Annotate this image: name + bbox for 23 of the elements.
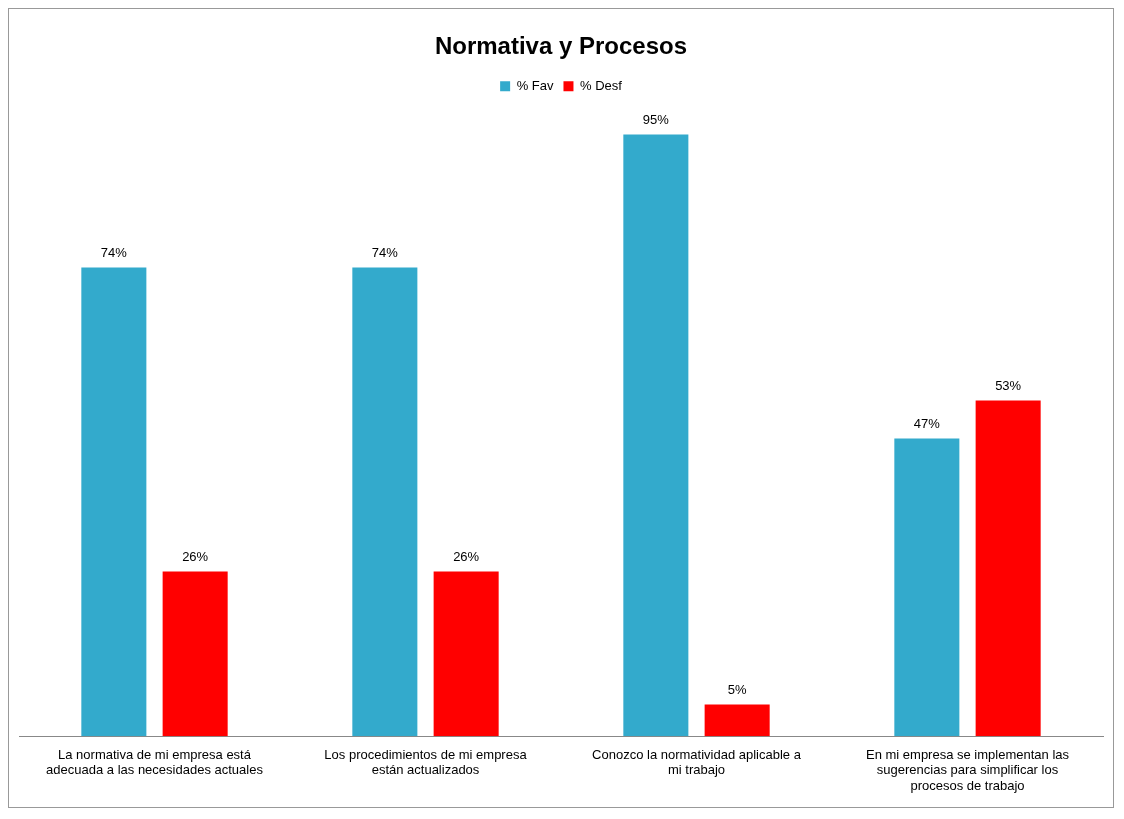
bar bbox=[623, 134, 689, 737]
x-tick-label: En mi empresa se implementan las sugerencias para simplificar los procesos de trabajo bbox=[865, 746, 1070, 793]
bar bbox=[162, 571, 228, 737]
data-label: 74% bbox=[371, 244, 399, 260]
chart-title: Normativa y Procesos bbox=[434, 32, 688, 60]
bar bbox=[975, 400, 1041, 737]
data-label: 74% bbox=[100, 244, 128, 260]
bar bbox=[433, 571, 499, 737]
legend-label: % Desf bbox=[579, 77, 623, 93]
data-label: 5% bbox=[727, 681, 747, 697]
data-label: 95% bbox=[642, 111, 670, 127]
data-label: 47% bbox=[913, 415, 941, 431]
x-tick-label: Conozco la normatividad aplicable a mi trabajo bbox=[592, 746, 802, 778]
x-tick-label: Los procedimientos de mi empresa están actualizados bbox=[324, 746, 528, 778]
data-label: 26% bbox=[182, 548, 209, 564]
data-label: 53% bbox=[995, 377, 1022, 393]
bar bbox=[352, 267, 418, 737]
data-label: 26% bbox=[453, 548, 480, 564]
bar bbox=[894, 438, 960, 737]
bar bbox=[81, 267, 147, 737]
x-tick-label: La normativa de mi empresa está adecuada a las necesidades actuales bbox=[46, 746, 264, 778]
bar bbox=[704, 704, 770, 737]
legend-label: % Fav bbox=[516, 77, 554, 93]
